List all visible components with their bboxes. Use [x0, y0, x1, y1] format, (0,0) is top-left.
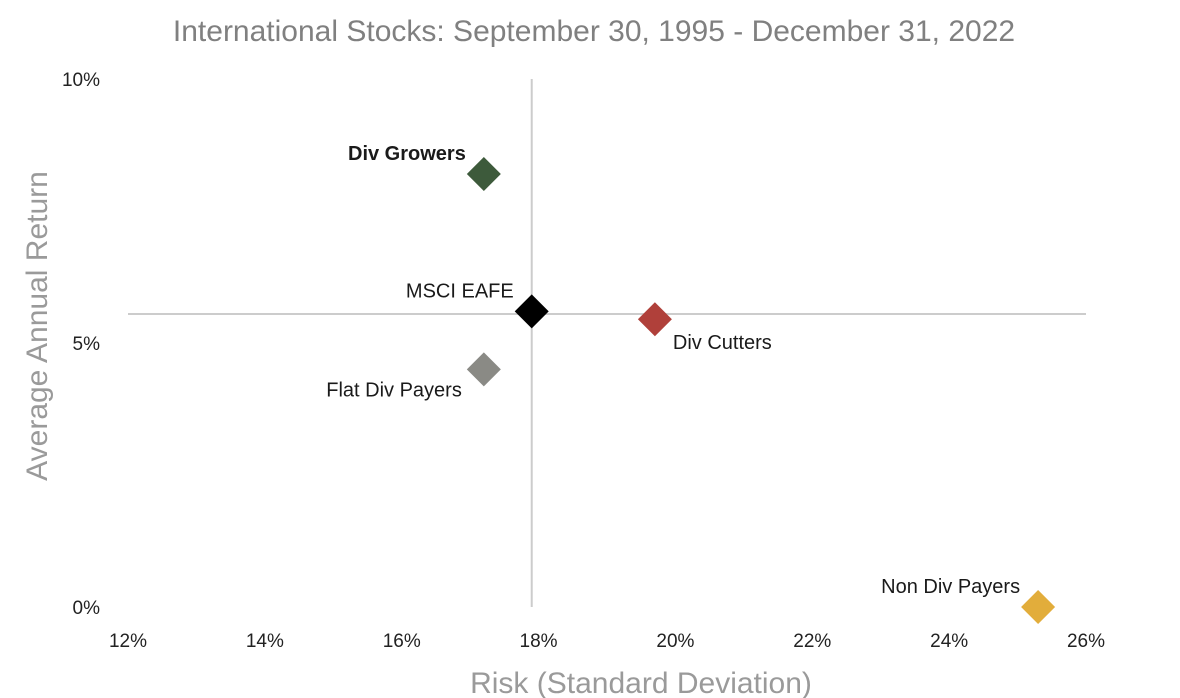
x-tick-label: 12%	[109, 631, 147, 652]
data-point-label: Flat Div Payers	[326, 379, 462, 401]
data-point	[466, 352, 501, 387]
y-axis-ticks: 0% 5% 10%	[62, 70, 100, 619]
data-point-label: Div Cutters	[673, 332, 772, 354]
data-point-label: MSCI EAFE	[406, 280, 514, 302]
y-axis-title: Average Annual Return	[21, 171, 54, 481]
x-axis-ticks: 12% 14% 16% 18% 20% 22% 24% 26%	[109, 631, 1105, 652]
data-points	[466, 157, 1056, 624]
x-tick-label: 24%	[930, 631, 968, 652]
data-point	[514, 294, 549, 329]
x-tick-label: 20%	[656, 631, 694, 652]
y-tick-label: 0%	[73, 598, 101, 619]
data-point	[1021, 590, 1056, 624]
chart-title: International Stocks: September 30, 1995…	[173, 15, 1015, 48]
x-tick-label: 16%	[383, 631, 421, 652]
y-tick-label: 5%	[73, 334, 101, 355]
x-tick-label: 14%	[246, 631, 284, 652]
data-point	[637, 302, 672, 337]
y-tick-label: 10%	[62, 70, 100, 91]
data-point	[466, 157, 501, 192]
data-point-label: Non Div Payers	[881, 576, 1020, 598]
x-tick-label: 26%	[1067, 631, 1105, 652]
point-labels: Div Growers MSCI EAFE Div Cutters Flat Div …	[326, 143, 1020, 598]
data-point-label: Div Growers	[348, 143, 466, 165]
x-tick-label: 22%	[793, 631, 831, 652]
x-axis-title: Risk (Standard Deviation)	[470, 667, 812, 698]
x-tick-label: 18%	[520, 631, 558, 652]
reference-lines	[128, 79, 1086, 607]
